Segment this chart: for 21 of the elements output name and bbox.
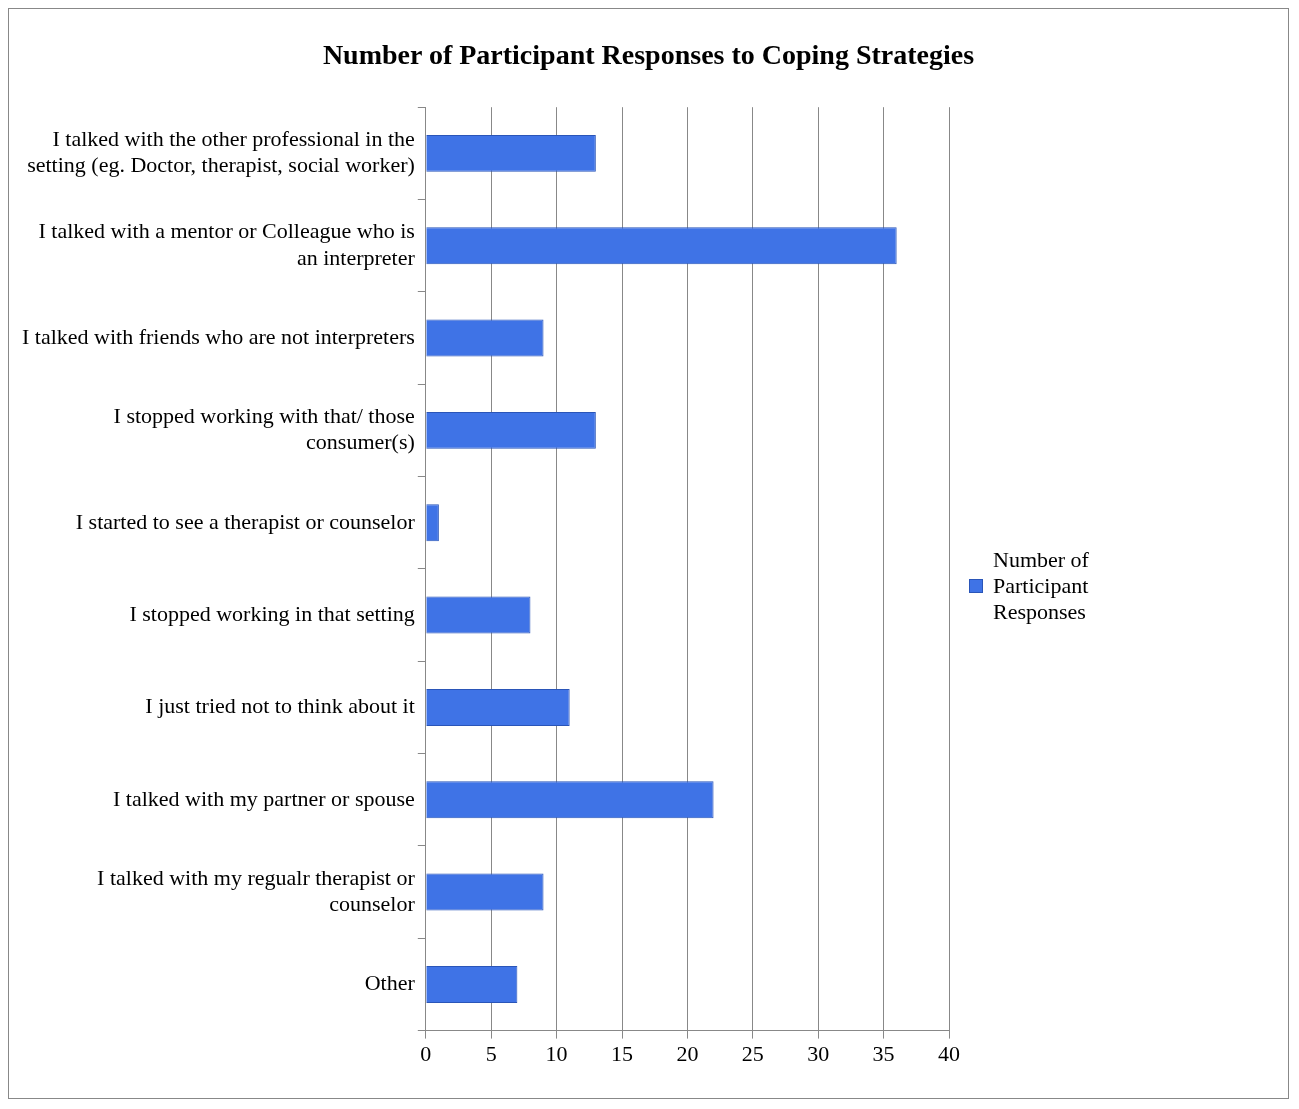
x-tick-label: 15 <box>611 1040 634 1066</box>
x-tick-label: 30 <box>807 1040 830 1066</box>
y-tick-label: Other <box>364 970 416 996</box>
x-tick-label: 40 <box>938 1040 960 1066</box>
x-tick-label: 0 <box>420 1040 432 1066</box>
y-tick-label: I stopped working with that/ those consumer(s) <box>113 402 415 455</box>
x-tick-label: 25 <box>741 1040 764 1066</box>
x-tick-label: 5 <box>485 1040 497 1066</box>
x-tick-label: 20 <box>676 1040 699 1066</box>
x-tick-label: 10 <box>545 1040 568 1066</box>
y-tick-label: I started to see a therapist or counselor <box>75 508 416 534</box>
y-tick-label: I talked with a mentor or Colleague who is an interpreter <box>38 218 416 270</box>
y-tick-label: I talked with friends who are not interpreters <box>22 323 415 349</box>
y-tick-label: I stopped working in that setting <box>129 600 415 626</box>
y-tick-label: I talked with my partner or spouse <box>113 785 415 811</box>
y-tick-label: I talked with the other professional in the setting (eg. Doctor, therapist, social worker) <box>27 125 415 178</box>
y-tick-label: I just tried not to think about it <box>145 693 415 719</box>
x-tick-label: 35 <box>872 1040 895 1066</box>
chart-title: Number of Participant Responses to Coping Strategies <box>321 38 976 72</box>
legend-label: Number of Participant Responses <box>993 547 1090 625</box>
y-tick-label: I talked with my regualr therapist or counselor <box>97 864 416 917</box>
